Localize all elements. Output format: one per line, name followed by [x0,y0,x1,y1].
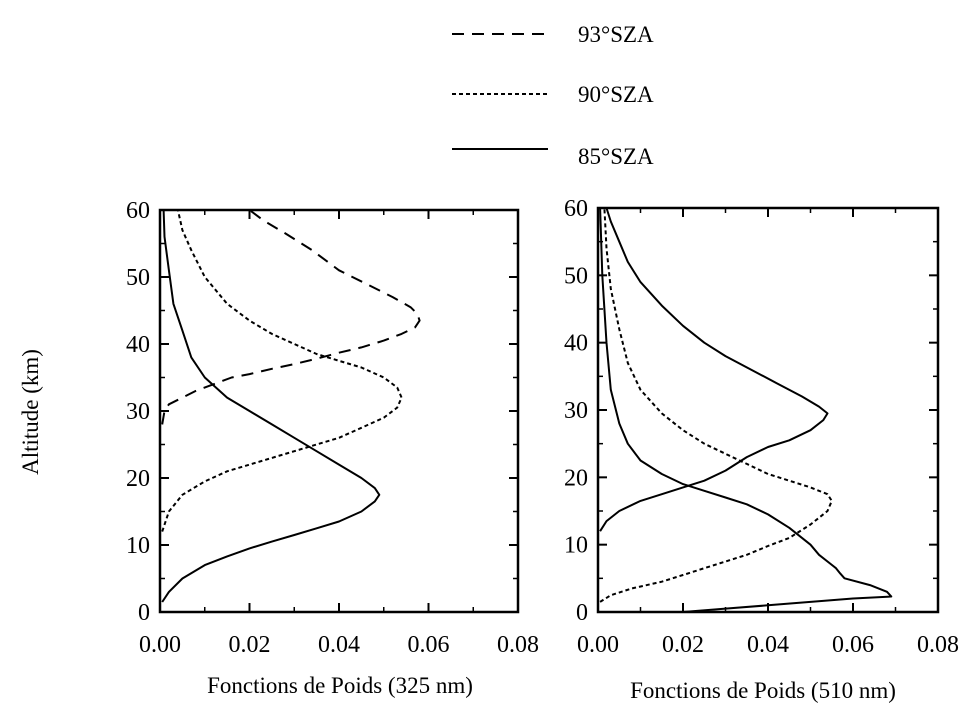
x-tick-label: 0.06 [832,632,874,658]
y-tick-label: 60 [564,196,588,222]
x-tick-label: 0.02 [662,632,704,658]
y-tick-label: 40 [564,331,588,357]
ticks [597,207,939,613]
series-line-solid [599,207,893,613]
legend-label-sza93: 93°SZA [578,22,654,47]
y-tick-label: 0 [138,600,150,626]
y-tick-label: 40 [126,332,150,358]
ticks [159,209,519,613]
x-tick-label: 0.02 [229,632,271,658]
x-axis-label: Fonctions de Poids (510 nm) [630,678,896,703]
y-tick-label: 20 [126,466,150,492]
panel-325nm: 0 10 20 30 40 50 60 0.00 0.02 0.04 0.06 0.08 Fonct… [126,198,539,698]
x-tick-labels: 0.00 0.02 0.04 0.06 0.08 [139,632,539,658]
y-tick-label: 60 [126,198,150,224]
y-tick-label: 0 [576,600,588,626]
y-axis-label: Altitude (km) [18,349,43,475]
y-tick-label: 30 [126,399,150,425]
x-tick-label: 0.00 [139,632,181,658]
y-tick-label: 30 [564,398,588,424]
series-line-solid [161,209,381,603]
series-lines [161,209,421,603]
series-lines [599,207,893,613]
legend-label-sza85: 85°SZA [578,144,654,169]
series-line-dotted [161,209,403,532]
x-tick-label: 0.00 [577,632,619,658]
series-line-dashed [161,209,421,425]
x-tick-labels: 0.00 0.02 0.04 0.06 0.08 [577,632,959,658]
panel-510nm: 0 10 20 30 40 50 60 0.00 0.02 0.04 0.06 0.08 Fonct… [564,196,959,703]
x-tick-label: 0.06 [408,632,450,658]
y-tick-labels: 0 10 20 30 40 50 60 [564,196,588,626]
x-tick-label: 0.08 [917,632,959,658]
series-line-solid [599,207,829,532]
x-axis-label: Fonctions de Poids (325 nm) [207,673,473,698]
legend: 93°SZA 90°SZA 85°SZA [452,22,654,169]
legend-label-sza90: 90°SZA [578,82,654,107]
y-tick-labels: 0 10 20 30 40 50 60 [126,198,150,626]
y-tick-label: 20 [564,465,588,491]
y-tick-label: 50 [126,265,150,291]
x-tick-label: 0.08 [497,632,539,658]
y-tick-label: 10 [126,533,150,559]
plot-frame [596,206,940,614]
x-tick-label: 0.04 [318,632,360,658]
series-line-dotted [599,207,833,603]
y-tick-label: 50 [564,263,588,289]
y-tick-label: 10 [564,533,588,559]
x-tick-label: 0.04 [747,632,789,658]
